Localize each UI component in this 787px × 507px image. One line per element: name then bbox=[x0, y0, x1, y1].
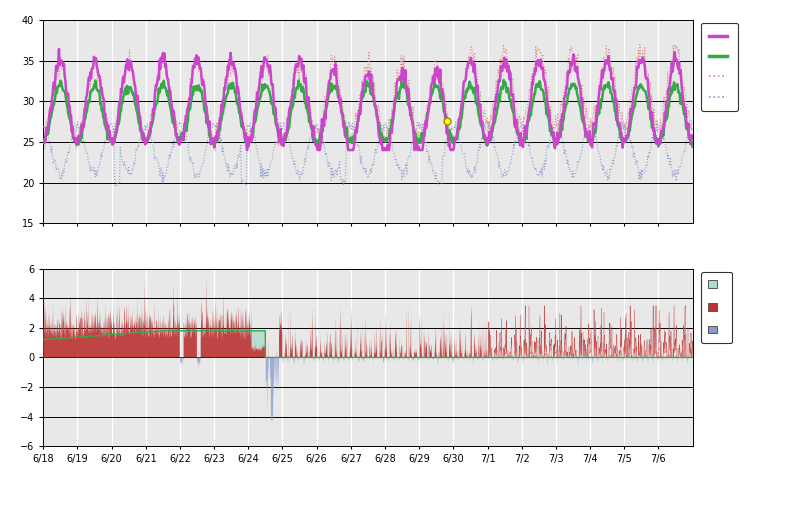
Legend: , , : , , bbox=[700, 272, 732, 343]
Legend: , , , : , , , bbox=[700, 23, 737, 111]
